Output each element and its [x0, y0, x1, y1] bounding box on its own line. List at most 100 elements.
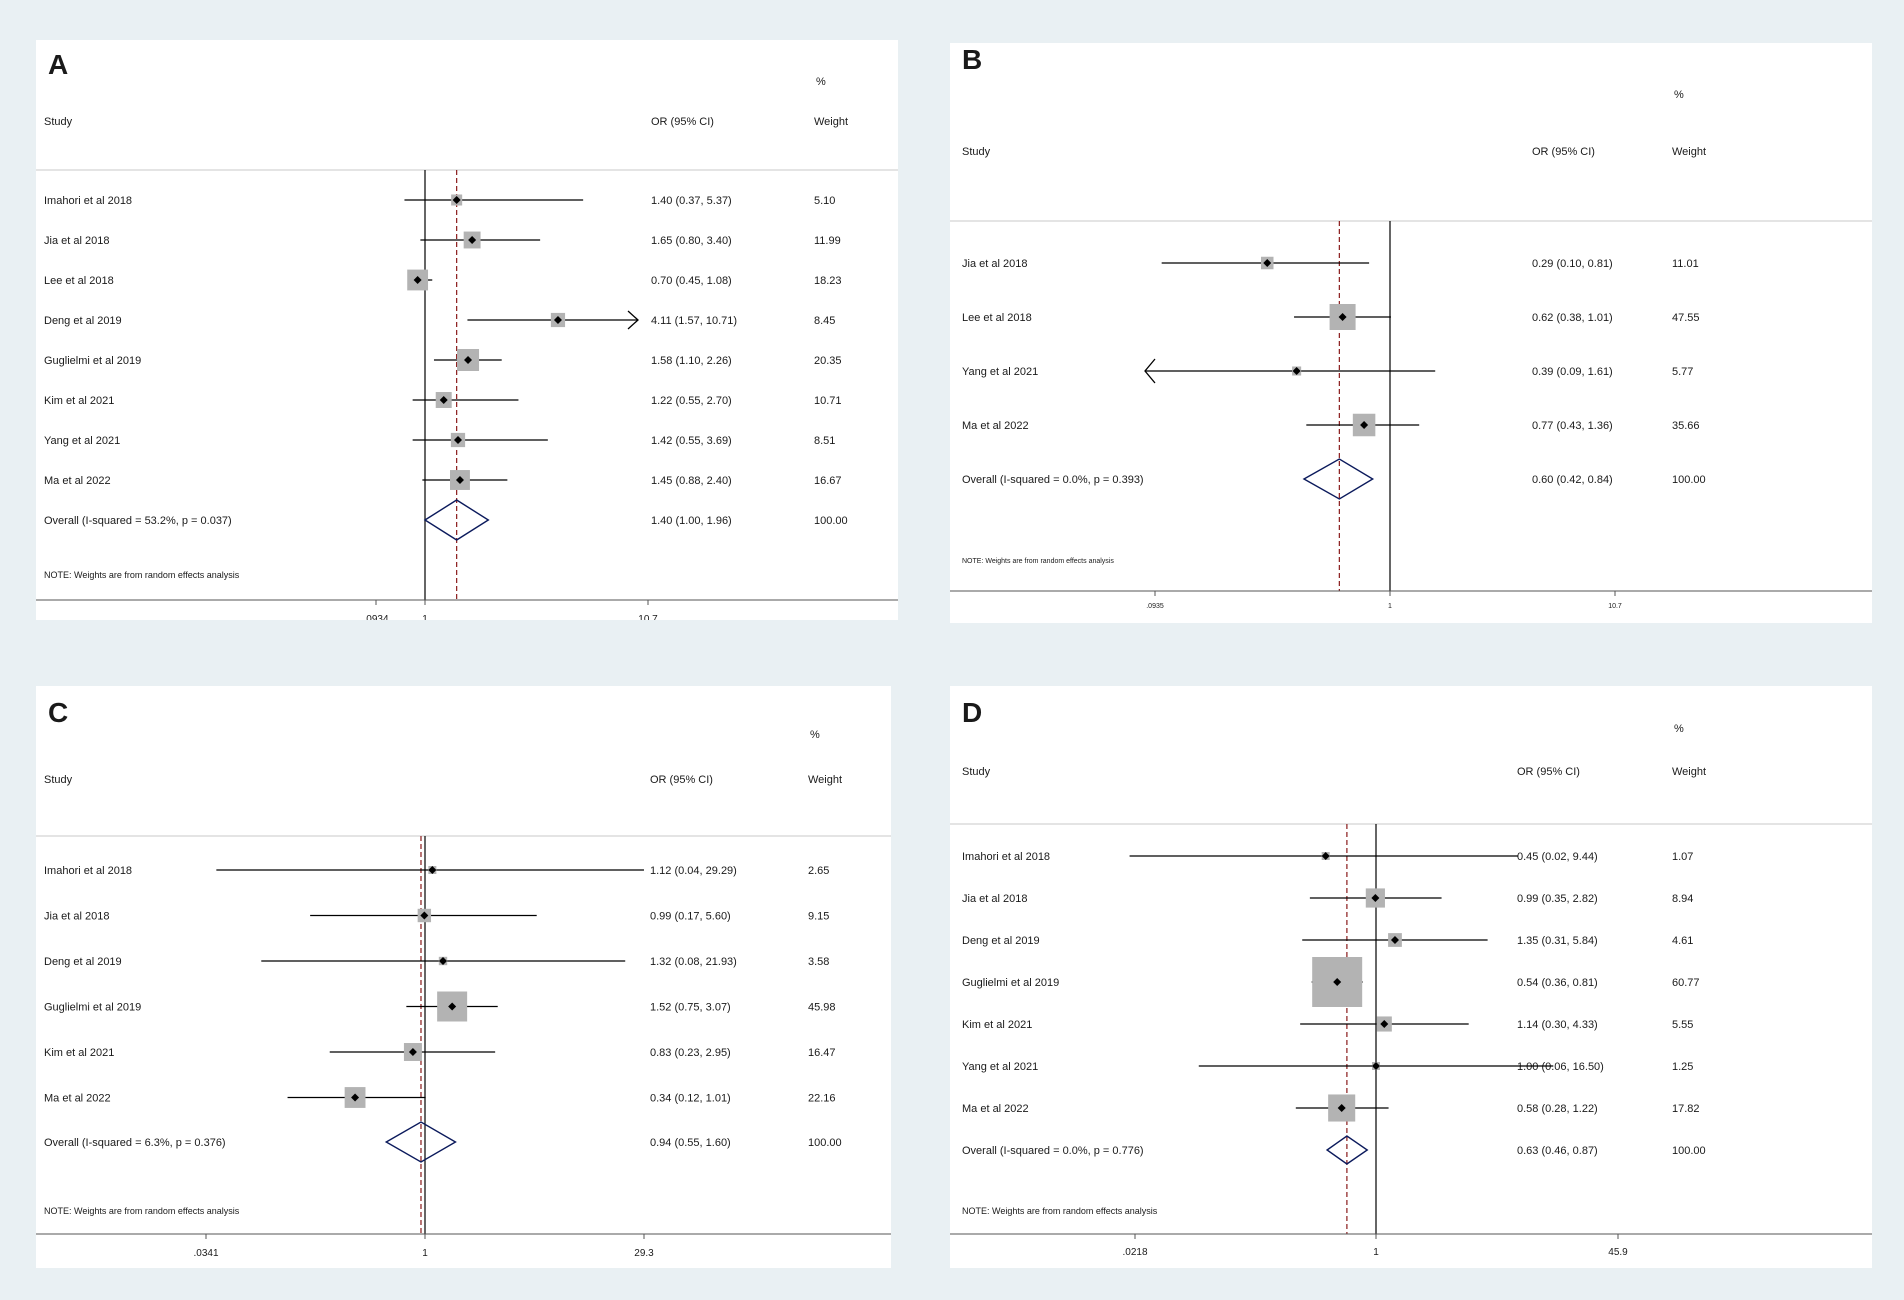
point-estimate	[1263, 259, 1272, 267]
study-name: Lee et al 2018	[962, 312, 1032, 324]
header-percent: %	[810, 729, 820, 741]
x-tick-label: .0935	[1146, 603, 1164, 610]
study-weight: 8.94	[1672, 893, 1693, 905]
panel-letter: B	[962, 44, 982, 75]
panel-letter: A	[48, 49, 68, 80]
point-estimate	[1380, 1020, 1389, 1028]
study-row: Jia et al 2018 1.65 (0.80, 3.40) 11.99	[44, 231, 841, 249]
overall-or-ci: 1.40 (1.00, 1.96)	[651, 515, 732, 527]
point-estimate	[452, 196, 461, 204]
study-or-ci: 1.65 (0.80, 3.40)	[651, 235, 732, 247]
header-or-ci: OR (95% CI)	[1532, 146, 1595, 158]
study-name: Kim et al 2021	[44, 395, 114, 407]
study-name: Jia et al 2018	[44, 235, 109, 247]
study-weight: 45.98	[808, 1002, 836, 1014]
study-name: Deng et al 2019	[962, 935, 1040, 947]
point-estimate	[439, 957, 448, 965]
study-row: Guglielmi et al 2019 1.58 (1.10, 2.26) 20.…	[44, 349, 842, 371]
weights-note: NOTE: Weights are from random effects an…	[44, 570, 240, 580]
overall-row: Overall (I-squared = 53.2%, p = 0.037) 1.…	[44, 499, 848, 541]
point-estimate	[351, 1093, 360, 1102]
study-name: Ma et al 2022	[962, 1103, 1029, 1115]
panel-letter: C	[48, 697, 68, 728]
study-weight: 10.71	[814, 395, 842, 407]
study-or-ci: 1.14 (0.30, 4.33)	[1517, 1019, 1598, 1031]
forest-svg: B% Study OR (95% CI) Weight Jia et al 2018 0.…	[950, 44, 1872, 610]
header-study: Study	[962, 146, 991, 158]
study-or-ci: 1.52 (0.75, 3.07)	[650, 1002, 731, 1014]
study-row: Deng et al 2019 1.32 (0.08, 21.93) 3.58	[44, 956, 829, 968]
study-or-ci: 0.58 (0.28, 1.22)	[1517, 1103, 1598, 1115]
study-weight: 17.82	[1672, 1103, 1700, 1115]
header-weight: Weight	[1672, 766, 1706, 778]
study-or-ci: 1.40 (0.37, 5.37)	[651, 195, 732, 207]
study-weight: 8.45	[814, 315, 835, 327]
point-estimate	[1390, 936, 1399, 944]
point-estimate	[413, 276, 422, 284]
header-weight: Weight	[808, 774, 842, 786]
x-tick-label: 1	[1373, 1247, 1379, 1258]
study-name: Deng et al 2019	[44, 956, 122, 968]
header-study: Study	[44, 774, 73, 786]
overall-weight: 100.00	[814, 515, 848, 527]
study-or-ci: 1.35 (0.31, 5.84)	[1517, 935, 1598, 947]
overall-diamond	[423, 499, 490, 541]
x-tick-label: .0341	[193, 1248, 218, 1259]
study-or-ci: 1.22 (0.55, 2.70)	[651, 395, 732, 407]
study-row: Deng et al 2019 1.35 (0.31, 5.84) 4.61	[962, 933, 1693, 947]
point-estimate	[408, 1048, 417, 1056]
point-estimate	[553, 316, 562, 324]
study-name: Jia et al 2018	[962, 893, 1027, 905]
header-weight: Weight	[1672, 146, 1706, 158]
study-row: Imahori et al 2018 1.12 (0.04, 29.29) 2.65	[44, 865, 829, 877]
study-weight: 5.77	[1672, 366, 1693, 378]
x-tick-label: 10.7	[1608, 603, 1622, 610]
forest-plot-c: C% Study OR (95% CI) Weight Imahori et al 20…	[36, 686, 891, 1268]
study-or-ci: 0.77 (0.43, 1.36)	[1532, 420, 1613, 432]
study-name: Ma et al 2022	[44, 475, 111, 487]
study-or-ci: 0.83 (0.23, 2.95)	[650, 1047, 731, 1059]
point-estimate	[468, 236, 477, 244]
point-estimate	[439, 396, 448, 404]
study-row: Ma et al 2022 0.77 (0.43, 1.36) 35.66	[962, 413, 1700, 437]
study-row: Jia et al 2018 0.99 (0.35, 2.82) 8.94	[962, 888, 1693, 908]
study-weight: 9.15	[808, 911, 829, 923]
point-estimate	[453, 436, 462, 444]
study-row: Guglielmi et al 2019 1.52 (0.75, 3.07) 45.…	[44, 991, 836, 1022]
ci-arrow-left	[1144, 358, 1156, 384]
study-weight: 35.66	[1672, 420, 1700, 432]
study-weight: 4.61	[1672, 935, 1693, 947]
point-estimate	[455, 476, 464, 484]
study-row: Lee et al 2018 0.62 (0.38, 1.01) 47.55	[962, 304, 1700, 330]
study-name: Yang et al 2021	[962, 366, 1038, 378]
study-name: Lee et al 2018	[44, 275, 114, 287]
study-weight: 5.55	[1672, 1019, 1693, 1031]
header-percent: %	[816, 76, 826, 88]
study-weight: 8.51	[814, 435, 835, 447]
x-tick-label: 45.9	[1608, 1247, 1628, 1258]
study-weight: 1.07	[1672, 851, 1693, 863]
study-or-ci: 1.00 (0.06, 16.50)	[1517, 1061, 1604, 1073]
study-weight: 22.16	[808, 1093, 836, 1105]
overall-diamond	[1302, 458, 1375, 500]
study-name: Yang et al 2021	[962, 1061, 1038, 1073]
study-row: Yang et al 2021 1.00 (0.06, 16.50) 1.25	[962, 1061, 1693, 1073]
point-estimate	[1321, 852, 1330, 860]
header-weight: Weight	[814, 116, 848, 128]
x-tick-label: 10.7	[638, 614, 658, 620]
study-weight: 16.67	[814, 475, 842, 487]
weights-note: NOTE: Weights are from random effects an…	[44, 1206, 240, 1216]
point-estimate	[1333, 978, 1342, 986]
x-tick-label: 1	[422, 1248, 428, 1259]
x-tick-label: 29.3	[634, 1248, 654, 1259]
overall-label: Overall (I-squared = 0.0%, p = 0.776)	[962, 1145, 1144, 1157]
header-or-ci: OR (95% CI)	[1517, 766, 1580, 778]
study-weight: 16.47	[808, 1047, 836, 1059]
overall-label: Overall (I-squared = 53.2%, p = 0.037)	[44, 515, 232, 527]
point-estimate	[428, 866, 437, 874]
study-or-ci: 0.62 (0.38, 1.01)	[1532, 312, 1613, 324]
study-name: Guglielmi et al 2019	[962, 977, 1059, 989]
overall-weight: 100.00	[1672, 1145, 1706, 1157]
weights-note: NOTE: Weights are from random effects an…	[962, 558, 1114, 565]
study-weight: 2.65	[808, 865, 829, 877]
